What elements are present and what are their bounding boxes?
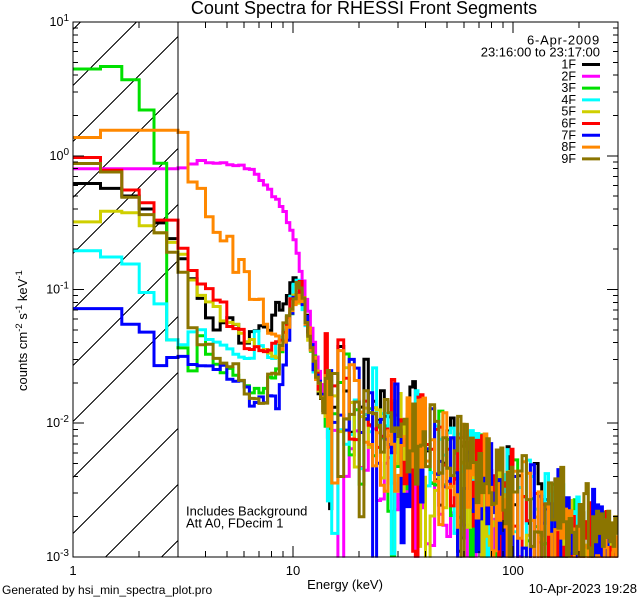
svg-text:Att A0, FDecim 1: Att A0, FDecim 1	[186, 516, 284, 531]
svg-text:10-Apr-2023 19:28: 10-Apr-2023 19:28	[529, 581, 637, 596]
svg-text:9F: 9F	[561, 152, 576, 166]
svg-text:Energy (keV): Energy (keV)	[307, 577, 383, 592]
svg-text:Generated by hsi_min_spectra_p: Generated by hsi_min_spectra_plot.pro	[2, 583, 212, 597]
svg-text:100: 100	[502, 563, 524, 578]
svg-text:Count Spectra for RHESSI Front: Count Spectra for RHESSI Front Segments	[191, 0, 537, 18]
svg-text:1: 1	[69, 563, 76, 578]
svg-text:23:16:00 to 23:17:00: 23:16:00 to 23:17:00	[481, 45, 600, 60]
svg-text:10: 10	[286, 563, 300, 578]
